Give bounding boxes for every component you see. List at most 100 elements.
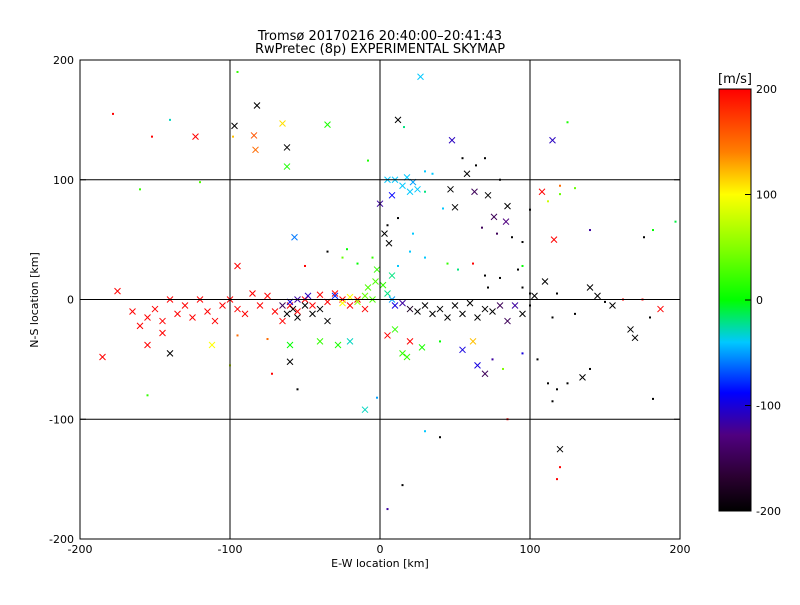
y-tick-label: 100 <box>53 174 74 187</box>
data-point-dot <box>472 262 474 265</box>
data-point-dot <box>371 256 374 259</box>
colorbar-tick-label: 0 <box>756 294 763 307</box>
data-point-x <box>339 299 346 307</box>
data-point-x <box>346 338 354 345</box>
data-point-x <box>283 144 291 151</box>
data-point-x <box>594 292 601 300</box>
data-point-x <box>502 218 510 226</box>
data-point-x <box>373 266 381 273</box>
data-point-x <box>159 329 166 337</box>
data-point-dot <box>424 430 426 433</box>
data-point-x <box>394 116 402 124</box>
chart-subtitle: RwPretec (8p) EXPERIMENTAL SKYMAP <box>255 42 505 57</box>
data-point-dot <box>499 276 501 279</box>
data-point-x <box>234 262 241 270</box>
data-point-dot <box>424 170 426 173</box>
data-point-dot <box>341 256 344 259</box>
data-point-x <box>289 305 297 313</box>
data-point-x <box>399 299 406 307</box>
data-point-x <box>481 305 489 313</box>
x-tick-label: -200 <box>68 543 93 556</box>
data-point-dot <box>502 367 504 370</box>
colorbar-tick-label: 200 <box>756 83 777 96</box>
data-point-dot <box>386 508 389 511</box>
colorbar-label: [m/s] <box>718 72 752 87</box>
data-point-dot <box>484 157 486 160</box>
chart-title: Tromsø 20170216 20:40:00–20:41:43 <box>257 29 502 44</box>
data-point-dot <box>271 372 273 375</box>
colorbar-ticks: 200 100 0 -100 -200 <box>745 83 781 518</box>
data-point-x <box>609 302 616 309</box>
data-point-x <box>417 73 424 81</box>
data-point-x <box>447 185 454 193</box>
data-point-x <box>586 284 594 291</box>
data-point-dot <box>356 262 359 265</box>
data-point-x <box>414 308 421 315</box>
data-point-x <box>463 170 471 178</box>
data-point-dot <box>346 248 348 251</box>
data-point-x <box>283 310 291 318</box>
data-point-x <box>388 191 396 199</box>
data-point-x <box>399 182 406 190</box>
data-point-x <box>444 314 451 321</box>
data-point-x <box>283 163 291 170</box>
data-point-dot <box>199 181 201 184</box>
data-point-dot <box>412 232 414 235</box>
data-point-x <box>208 341 216 349</box>
data-point-x <box>504 317 511 325</box>
data-point-dot <box>536 358 539 361</box>
data-point-x <box>579 373 586 381</box>
data-point-dot <box>457 268 459 271</box>
data-point-x <box>361 305 369 313</box>
data-point-x <box>403 353 411 361</box>
data-point-x <box>331 292 339 300</box>
y-tick-label: 200 <box>53 54 74 67</box>
data-point-dot <box>521 264 524 267</box>
data-point-x <box>166 350 174 357</box>
data-point-x <box>316 338 324 345</box>
data-point-x <box>448 136 456 144</box>
data-point-x <box>159 317 166 325</box>
data-point-x <box>541 278 549 285</box>
data-point-dot <box>424 256 426 259</box>
data-point-x <box>549 136 556 144</box>
scatter-points <box>99 70 677 511</box>
data-point-x <box>271 308 279 315</box>
data-point-dot <box>112 112 114 115</box>
data-point-x <box>174 310 181 318</box>
data-point-dot <box>386 224 389 227</box>
data-point-x <box>264 292 271 300</box>
data-point-x <box>550 236 558 243</box>
data-point-x <box>279 317 286 325</box>
data-point-x <box>304 292 312 300</box>
data-point-dot <box>151 135 153 138</box>
data-point-x <box>144 341 151 349</box>
data-point-x <box>511 302 519 309</box>
data-point-x <box>627 326 634 333</box>
data-point-dot <box>403 126 405 129</box>
data-point-dot <box>521 286 524 289</box>
data-point-dot <box>236 70 239 73</box>
data-point-x <box>451 302 459 309</box>
data-point-x <box>471 188 478 196</box>
data-point-x <box>211 317 219 325</box>
data-point-x <box>204 308 211 315</box>
data-point-dot <box>146 394 149 397</box>
data-point-x <box>99 353 106 361</box>
data-point-x <box>181 302 189 309</box>
x-tick-label: 0 <box>377 543 384 556</box>
data-point-x <box>459 310 466 318</box>
data-point-x <box>466 299 474 307</box>
data-point-dot <box>169 118 171 121</box>
data-point-x <box>279 302 286 309</box>
data-point-dot <box>556 388 558 391</box>
data-point-x <box>391 302 399 309</box>
data-point-dot <box>604 300 606 303</box>
x-axis-label: E-W location [km] <box>331 557 429 570</box>
data-point-x <box>219 302 226 309</box>
data-point-dot <box>409 250 411 253</box>
data-point-x <box>538 188 546 196</box>
data-point-x <box>250 132 258 139</box>
data-point-x <box>324 317 331 325</box>
